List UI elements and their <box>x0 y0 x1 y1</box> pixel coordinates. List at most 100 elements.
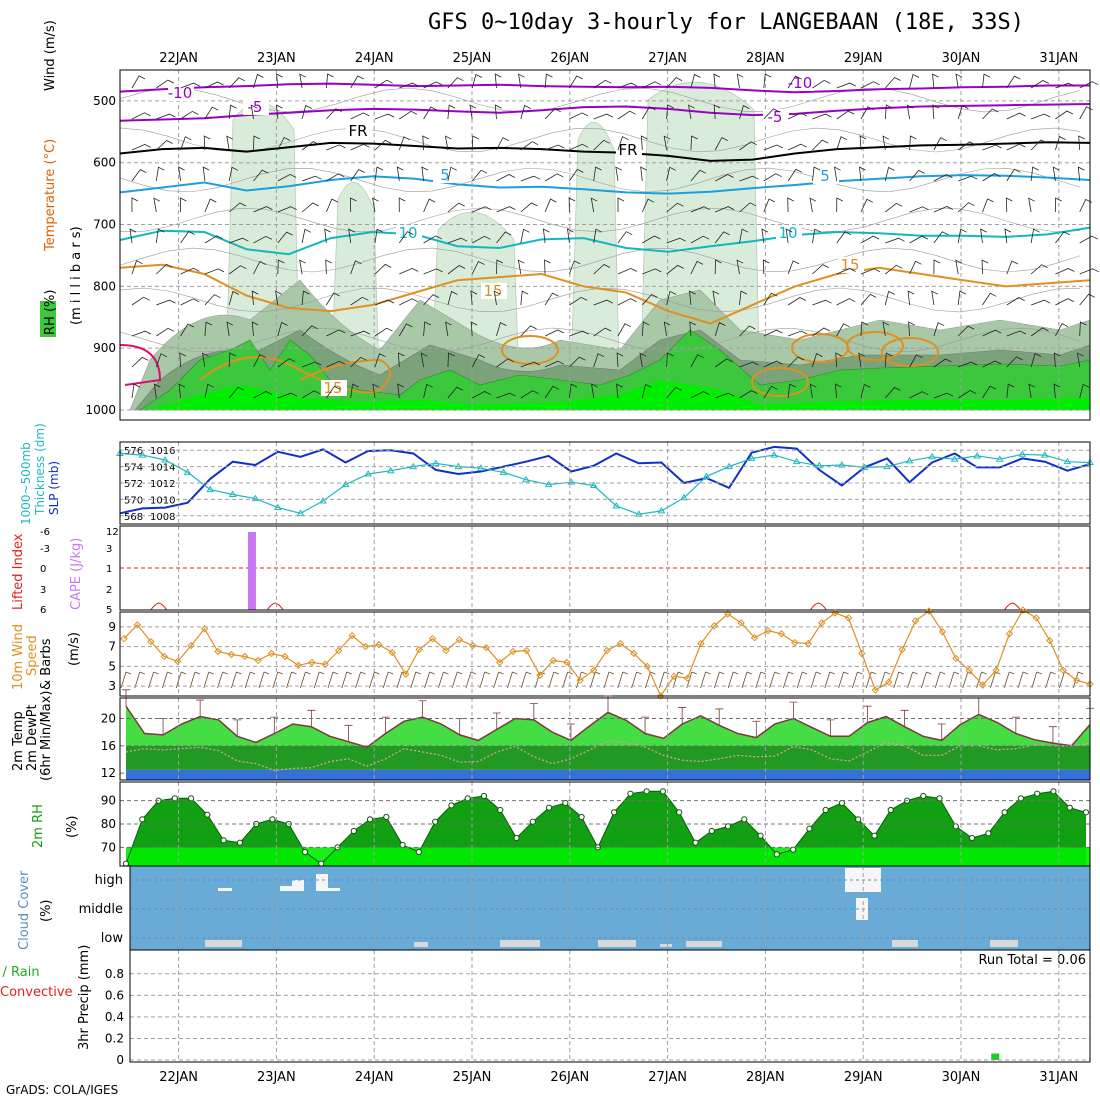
cloud-low-block <box>892 940 918 947</box>
ylabel-wind: Wind (m/s) <box>43 20 58 91</box>
wind-barb <box>907 290 915 306</box>
wind-barb <box>714 259 722 275</box>
wind-barb <box>325 259 332 275</box>
wind-barb <box>228 77 245 89</box>
wind-barb <box>639 352 647 368</box>
wind-barb <box>251 290 259 306</box>
wind-barb <box>276 73 283 89</box>
wind-hgrid <box>120 626 1090 687</box>
slp-tick-label: 1014 <box>150 463 175 474</box>
contour-label: 15 <box>483 282 502 300</box>
thickness-tick-label: 576 <box>124 446 143 457</box>
wind-barb <box>496 259 504 275</box>
wind-barb <box>423 81 443 89</box>
precip-tick-label: 0.4 <box>105 1010 124 1024</box>
top-date-label: 22JAN <box>159 51 198 66</box>
wind-barb <box>593 353 605 368</box>
cloud-high-block <box>316 874 328 891</box>
wind-barb <box>666 237 686 244</box>
rh-marker <box>562 799 569 807</box>
wind-barb <box>156 327 175 337</box>
rh-contour-line <box>119 167 1081 193</box>
rh-contour-line <box>119 327 1081 353</box>
rh2m-panel: 70 80 90 2m RH (%) <box>31 788 1090 867</box>
wind-barb <box>204 81 224 89</box>
wind-barb <box>593 113 613 120</box>
wind-barb <box>569 143 589 151</box>
wind-barb-10m <box>162 671 173 689</box>
wind-barb <box>204 268 225 275</box>
wind-barb <box>1028 197 1035 213</box>
wind-barb <box>739 390 758 399</box>
precip-tick-label: 0.8 <box>105 967 124 981</box>
wind-barb <box>423 321 431 337</box>
wind-barb <box>1004 228 1012 244</box>
wind-barb <box>641 198 655 213</box>
wind-speed-marker <box>308 658 316 667</box>
wind-barb <box>909 169 925 182</box>
wind-barb-10m <box>410 671 421 689</box>
wind-barb <box>787 197 794 213</box>
wind-barb <box>131 112 151 120</box>
temp-minmax-whisker <box>937 723 946 741</box>
wind-speed-marker <box>1019 606 1027 614</box>
li-blip <box>809 602 827 611</box>
wind-barb <box>1055 231 1071 244</box>
wind10m-panel: 3 5 7 9 10m Wind Speed & Barbs (m/s) <box>11 606 1094 700</box>
wind-barb <box>276 104 283 120</box>
wind-barb <box>301 202 319 213</box>
thickness-marker <box>183 468 192 475</box>
rh-marker <box>659 788 667 795</box>
precip-tick-label: 0 <box>116 1053 124 1067</box>
wind-barb-10m <box>438 671 449 689</box>
contour-label-bg <box>776 225 802 241</box>
wind-barb <box>180 267 200 275</box>
wind-barb <box>253 206 273 213</box>
wind-barb <box>472 206 492 213</box>
wind-barb <box>885 202 903 213</box>
wind-barb <box>517 259 525 275</box>
rh-marker <box>1001 809 1008 816</box>
temp-minmax-whisker <box>789 701 798 719</box>
contour-label: FR <box>618 141 637 159</box>
wind-barb <box>518 73 525 89</box>
wind-barb <box>982 108 999 120</box>
wind-barb <box>666 264 684 275</box>
wind-barb <box>812 228 821 244</box>
wind-barb-10m <box>921 671 932 689</box>
wind-barb <box>787 75 802 89</box>
wind-barb <box>131 169 147 182</box>
wind-barb <box>155 228 165 244</box>
rh-band-green <box>139 329 1091 411</box>
wind-barb <box>885 237 905 244</box>
wind-barb-10m <box>424 671 435 689</box>
temp-minmax-whisker <box>566 723 575 741</box>
wind-barb <box>982 292 997 306</box>
wind-barb <box>277 173 297 182</box>
cape-frame <box>119 525 1091 611</box>
temp-minmax-whisker <box>233 719 242 737</box>
cape-tick-label: 1 <box>106 564 112 575</box>
rh-marker <box>757 832 764 839</box>
wind-barb <box>422 135 429 151</box>
wind-barb <box>326 360 346 368</box>
wind-barb <box>156 140 173 151</box>
wind-speed-marker <box>710 622 719 630</box>
cape-bar <box>247 532 256 610</box>
wind-barb <box>884 104 893 120</box>
wind-barb <box>666 166 676 182</box>
wind-barb <box>423 198 436 213</box>
wind-barb <box>226 321 234 337</box>
wind-barb <box>493 290 501 306</box>
wind-barb <box>763 173 782 182</box>
wind-barb <box>275 290 282 306</box>
wind-barb <box>447 104 456 120</box>
wind-barb <box>836 110 855 120</box>
wind-speed-marker <box>898 645 906 654</box>
cloud-low-block <box>990 940 1018 947</box>
rh-ylabels-pct: (%) <box>65 816 80 839</box>
wind-barb <box>763 385 778 399</box>
thickness-marker <box>1018 450 1027 457</box>
ylabel-cloud-cover: Cloud Cover <box>17 870 32 950</box>
wind-barb <box>277 231 293 244</box>
